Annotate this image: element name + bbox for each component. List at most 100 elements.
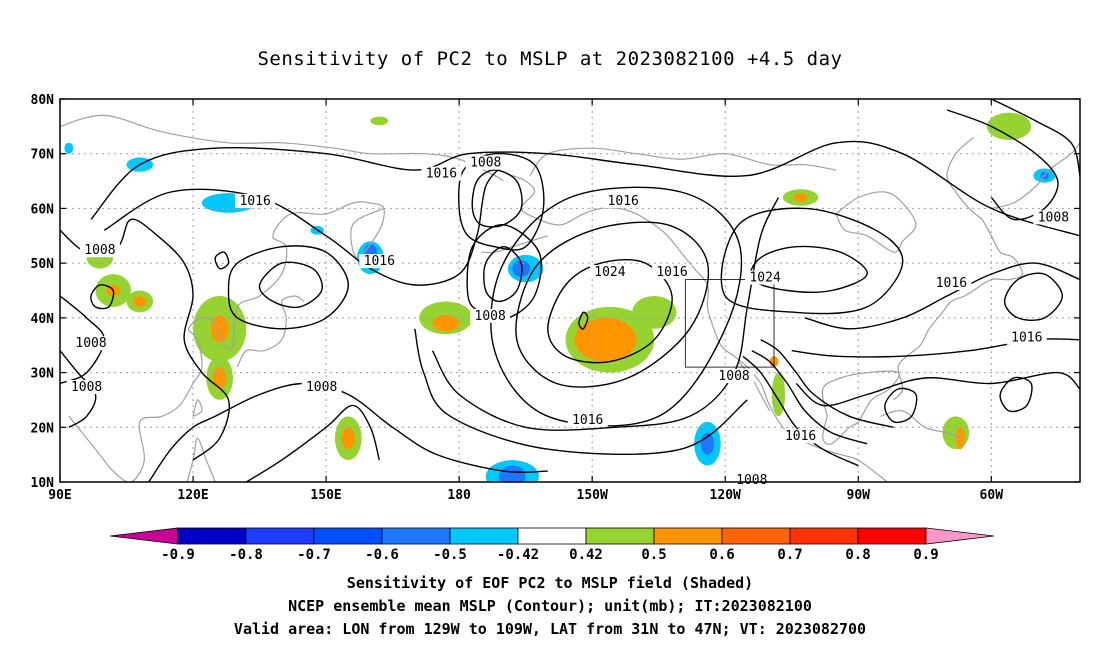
colorbar-segment [857,527,927,545]
mslp-contour [1003,272,1064,321]
contour-label: 1016 [239,194,270,209]
map-title: Sensitivity of PC2 to MSLP at 2023082100… [257,48,843,70]
sensitivity-shading [64,112,1056,482]
colorbar-label: -0.9 [161,547,195,563]
lon-tick-label: 120E [177,488,208,503]
colorbar-max-triangle [925,527,995,545]
lat-tick-label: 60N [31,202,55,217]
contour-label: 1016 [785,429,816,444]
contour-label: 1024 [594,265,625,280]
contour-label-bg [301,379,342,394]
colorbar-segment [721,527,791,545]
colorbar-label: -0.5 [433,547,467,563]
mslp-contour [515,221,710,388]
mslp-contour [471,169,523,228]
colorbar-label: 0.8 [845,547,870,563]
contour-label-bg [79,243,120,258]
sensitivity-patch [574,317,637,362]
mslp-contour [414,328,748,456]
coastline [693,268,889,482]
contour-label-bg [714,369,755,384]
map-frame [59,98,1081,483]
contour-label-bg [235,193,276,208]
lon-tick-label: 60W [980,488,1004,503]
mslp-contour [490,186,743,427]
sensitivity-patch [499,465,526,482]
contour-label: 1008 [718,369,749,384]
coastlines [60,114,1080,482]
lon-tick-label: 90E [48,488,71,503]
mslp-contour [804,262,1080,330]
mslp-contour [214,251,230,270]
coastline [991,142,1080,209]
lon-tick-label: 90W [847,488,871,503]
colorbar-segment [177,527,247,545]
contour-label-bg [589,265,630,280]
lat-lon-grid [60,99,1080,482]
lat-tick-label: 50N [31,257,55,272]
coastline [236,295,305,368]
colorbar-segment [381,527,451,545]
lon-tick-label: 180 [447,488,471,503]
contour-label-bg [931,276,972,291]
colorbar-label: 0.9 [913,547,938,563]
contour-label-bg [652,265,692,280]
lon-tick-label: 120W [710,488,741,503]
mslp-contour [884,387,918,424]
valid-area-box [684,279,775,368]
contour-label-bg [567,412,608,427]
contour-label: 1016 [364,254,395,269]
sensitivity-patch [432,315,460,332]
mslp-contour [946,109,1059,221]
colorbar-segment [585,527,655,545]
contour-label: 1016 [426,167,457,182]
contour-label: 1016 [572,413,603,428]
mslp-contour [483,245,523,303]
contour-label-bg [71,336,112,351]
sensitivity-patch [64,142,74,154]
contour-label: 1008 [475,309,506,324]
contour-label-bg [603,193,644,208]
colorbar: -0.9 -0.8 -0.7 -0.6 -0.5 -0.42 0.42 0.5 0.6 0.7 0.… [109,527,995,563]
mslp-contour [547,259,673,364]
colorbar-label: -0.42 [497,547,539,563]
mslp-contour [103,164,505,286]
sensitivity-patch [133,295,147,307]
coastline [529,147,837,176]
mslp-contour [578,311,589,330]
contour-label: 1008 [75,336,106,351]
lat-tick-label: 10N [31,476,55,491]
lat-tick-label: 80N [31,93,55,108]
colorbar-segment [789,527,859,545]
coastline [738,361,771,412]
colorbar-segment [245,527,315,545]
contour-label-bg [1006,330,1047,345]
colorbar-label: -0.8 [229,547,263,563]
sensitivity-patch [793,193,808,202]
contour-label-bg [470,308,511,323]
caption-valid-area: Valid area: LON from 129W to 109W, LAT f… [233,620,867,638]
lat-tick-label: 70N [31,148,55,163]
coastline [68,201,385,482]
mslp-contour [751,350,868,445]
lon-tick-label: 150E [310,488,341,503]
mslp-contour [795,371,1080,407]
colorbar-label: 0.5 [641,547,666,563]
sensitivity-patch [370,116,389,126]
lat-tick-label: 30N [31,367,55,382]
contour-label-bg [421,166,462,181]
contour-label-bg [1033,210,1074,225]
mslp-contour [245,404,380,482]
contour-label: 1016 [936,276,967,291]
contour-label: 1008 [306,380,337,395]
mslp-contour [431,197,780,431]
coastline [821,370,900,445]
mslp-contour [999,376,1033,413]
sensitivity-patch [632,295,677,329]
contour-label: 1016 [656,265,687,280]
contour-label: 1024 [749,271,780,286]
mslp-contour [258,261,323,309]
contour-label-bg [66,379,107,394]
mslp-contour [227,245,350,330]
contour-label: 1008 [470,156,501,171]
